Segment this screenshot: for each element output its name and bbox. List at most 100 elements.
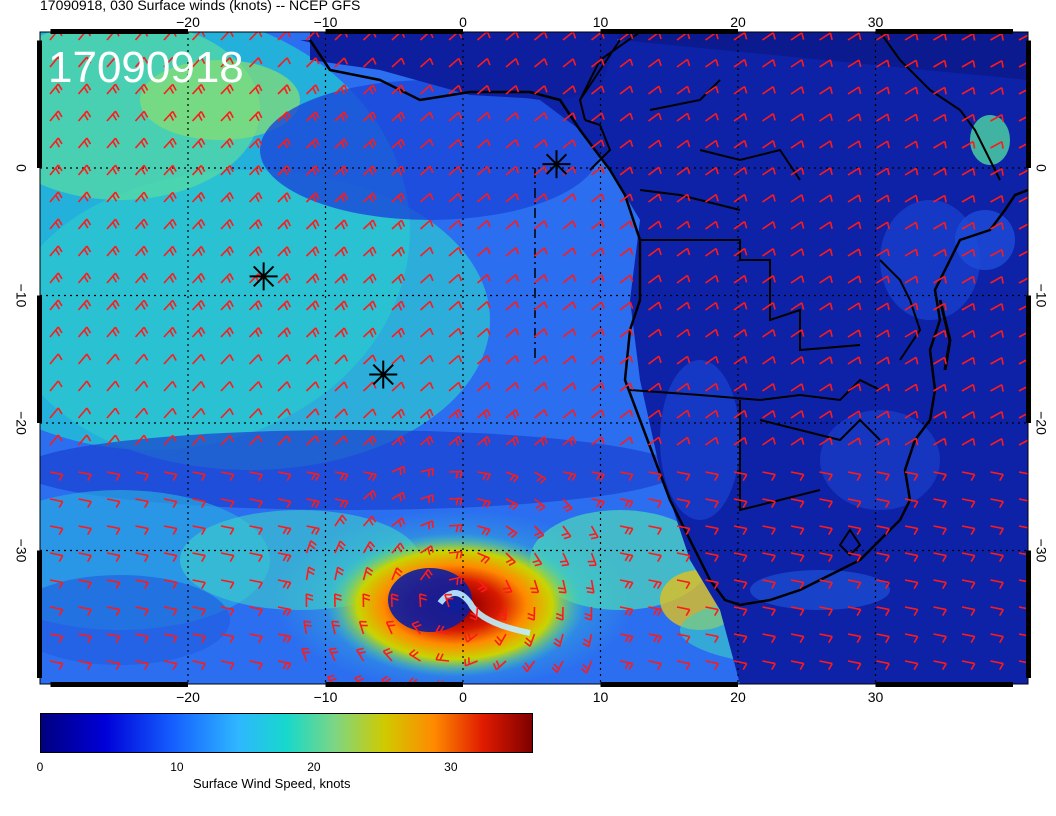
wind-barb (248, 300, 263, 311)
wind-barb (1018, 412, 1028, 419)
lat-scale-bar-right (1026, 40, 1031, 168)
wind-barb (648, 579, 662, 590)
wind-barb (677, 688, 690, 697)
wind-barb (277, 246, 291, 257)
wind-barb (191, 110, 206, 122)
wind-barb (762, 113, 776, 122)
wind-barb (1018, 471, 1028, 481)
wind-barb (277, 381, 291, 392)
wind-map[interactable]: −20 −20 −10 −10 0 0 10 10 20 20 30 30 0 0 −10 −10 −20 −20… (0, 0, 1056, 710)
wind-barb (733, 193, 748, 203)
wind-barb (619, 193, 634, 203)
wind-barb (876, 383, 890, 392)
wind-barb (134, 407, 149, 419)
storm-asterisk-icon (542, 150, 571, 179)
wind-barb (250, 688, 263, 697)
wind-barb (77, 83, 92, 95)
wind-barb (533, 85, 548, 95)
wind-barb (733, 112, 748, 122)
wind-barb (492, 660, 507, 671)
wind-barb (1018, 88, 1028, 95)
wind-barb (533, 193, 548, 203)
wind-barb (847, 356, 862, 365)
wind-barb (505, 328, 520, 338)
wind-barb (220, 111, 234, 122)
wind-barb (847, 167, 862, 176)
wind-barb (448, 192, 463, 203)
wind-barb (49, 660, 64, 671)
wind-barb (990, 498, 1004, 509)
wind-barb (163, 498, 178, 509)
wind-barb (534, 498, 546, 512)
wind-barb (676, 633, 691, 644)
wind-barb (163, 552, 178, 563)
wind-barb (990, 471, 1004, 482)
wind-barb (990, 384, 1004, 392)
wind-barb (533, 301, 548, 311)
wind-barb (334, 300, 349, 311)
wind-barb (220, 552, 235, 563)
lon-scale-bar-top (600, 29, 738, 34)
wind-barb (192, 498, 206, 509)
wind-barb (49, 606, 64, 617)
wind-barb (933, 660, 947, 671)
wind-barb (620, 688, 633, 697)
wind-barb (733, 58, 748, 68)
wind-barb (904, 552, 919, 563)
wind-barb (163, 83, 177, 95)
wind-barb (904, 525, 919, 536)
wind-barb (733, 498, 748, 509)
wind-barb (248, 57, 263, 68)
map-title: 17090918, 030 Surface winds (knots) -- N… (40, 0, 361, 13)
wind-barb (505, 139, 520, 149)
wind-barb (334, 192, 349, 203)
wind-barb (77, 380, 92, 392)
wind-barb (163, 272, 177, 284)
wind-barb (762, 552, 776, 563)
wind-barb (762, 32, 776, 41)
wind-barb (305, 165, 320, 176)
wind-barb (586, 579, 595, 594)
wind-barb (847, 302, 862, 311)
wind-barb (134, 299, 149, 311)
wind-barb (819, 579, 833, 590)
wind-barb (591, 85, 605, 95)
wind-barb (562, 498, 573, 513)
wind-barb (305, 246, 320, 257)
wind-barb (819, 552, 833, 563)
wind-barb (49, 380, 63, 392)
wind-barb (1018, 331, 1028, 338)
wind-barb (562, 32, 577, 41)
wind-barb (561, 525, 572, 540)
wind-barb (676, 58, 691, 68)
wind-barb (648, 58, 662, 68)
wind-barb (676, 301, 691, 311)
wind-barb (705, 112, 719, 122)
wind-barb (990, 411, 1004, 419)
wind-barb (762, 633, 776, 644)
wind-barb (334, 566, 345, 581)
wind-barb (419, 192, 434, 203)
wind-barb (990, 114, 1004, 122)
wind-barb (562, 328, 577, 338)
wind-barb (847, 32, 862, 41)
wind-barb (904, 59, 919, 68)
wind-barb (305, 327, 320, 338)
wind-barb (591, 112, 605, 122)
wind-barb (448, 327, 463, 338)
wind-barb (933, 248, 947, 257)
wind-barb (305, 354, 320, 365)
wind-barb (163, 137, 177, 149)
wind-barb (847, 552, 862, 563)
wind-barb (477, 471, 492, 481)
wind-barb (419, 57, 434, 68)
wind-barb (220, 246, 234, 257)
wind-barb (619, 58, 634, 68)
wind-barb (163, 660, 178, 671)
wind-barb (847, 383, 862, 392)
wind-barb (391, 219, 406, 230)
wind-barb (221, 688, 234, 697)
wind-barb (648, 166, 662, 176)
wind-barb (961, 356, 976, 365)
wind-barb (505, 436, 520, 447)
